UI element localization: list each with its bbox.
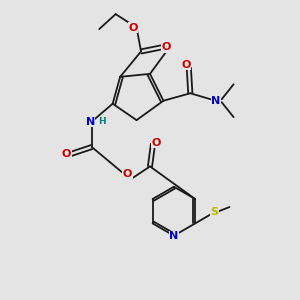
Text: N: N	[86, 117, 95, 127]
Text: N: N	[211, 96, 220, 106]
Text: O: O	[181, 60, 190, 70]
Text: O: O	[151, 137, 161, 148]
Text: O: O	[123, 169, 132, 179]
Text: N: N	[169, 231, 178, 241]
Text: H: H	[98, 117, 106, 126]
Text: S: S	[211, 206, 218, 217]
Text: O: O	[162, 42, 171, 52]
Text: O: O	[62, 149, 71, 160]
Text: O: O	[128, 22, 138, 33]
